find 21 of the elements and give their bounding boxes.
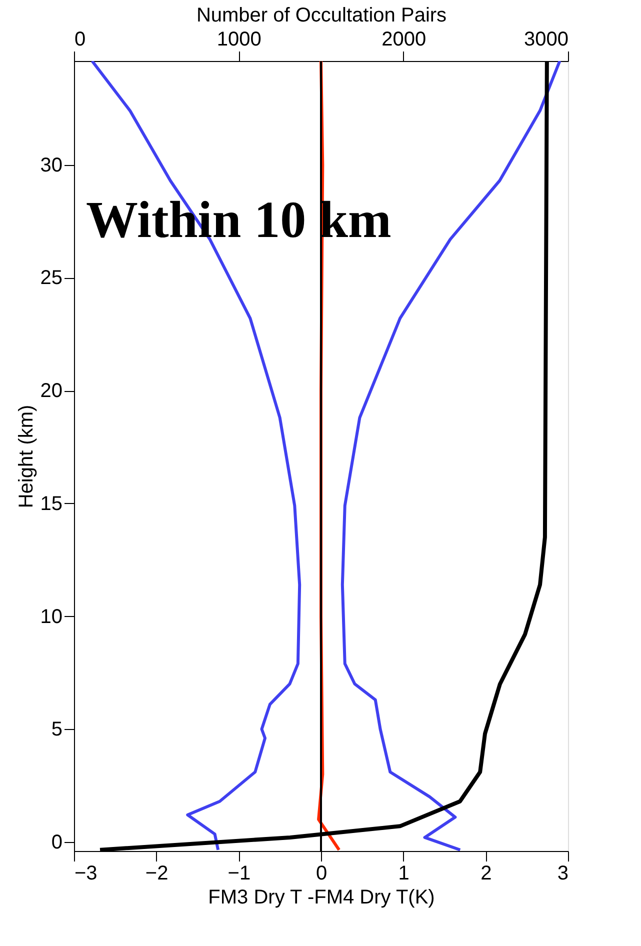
x-tick-label: 2 — [480, 862, 492, 884]
y-tick-label: 10 — [40, 606, 62, 628]
x-axis-title: FM3 Dry T -FM4 Dry T(K) — [208, 886, 435, 908]
x-tick-label: 3 — [557, 862, 568, 884]
x-tick-label: 0 — [316, 862, 328, 884]
y-tick-label: 20 — [40, 380, 62, 402]
y-tick-label: 30 — [40, 154, 62, 176]
y-tick-label: 0 — [51, 831, 62, 854]
y-tick-label: 25 — [40, 267, 62, 290]
x-tick-label: −2 — [145, 862, 168, 884]
x2-tick-label: 1000 — [216, 28, 262, 50]
x2-tick-label: 3000 — [524, 28, 568, 50]
y-tick-label: 15 — [40, 492, 62, 515]
x-tick-label: −3 — [74, 862, 98, 884]
x2-tick-label: 0 — [74, 28, 86, 50]
x2-tick-label: 2000 — [382, 28, 426, 50]
x-tick-label: 1 — [398, 862, 410, 884]
x-tick-label: −1 — [228, 862, 251, 884]
y-tick-label: 5 — [51, 718, 62, 741]
y-axis-title: Height (km) — [15, 404, 38, 508]
x2-axis-title: Number of Occultation Pairs — [196, 4, 447, 26]
